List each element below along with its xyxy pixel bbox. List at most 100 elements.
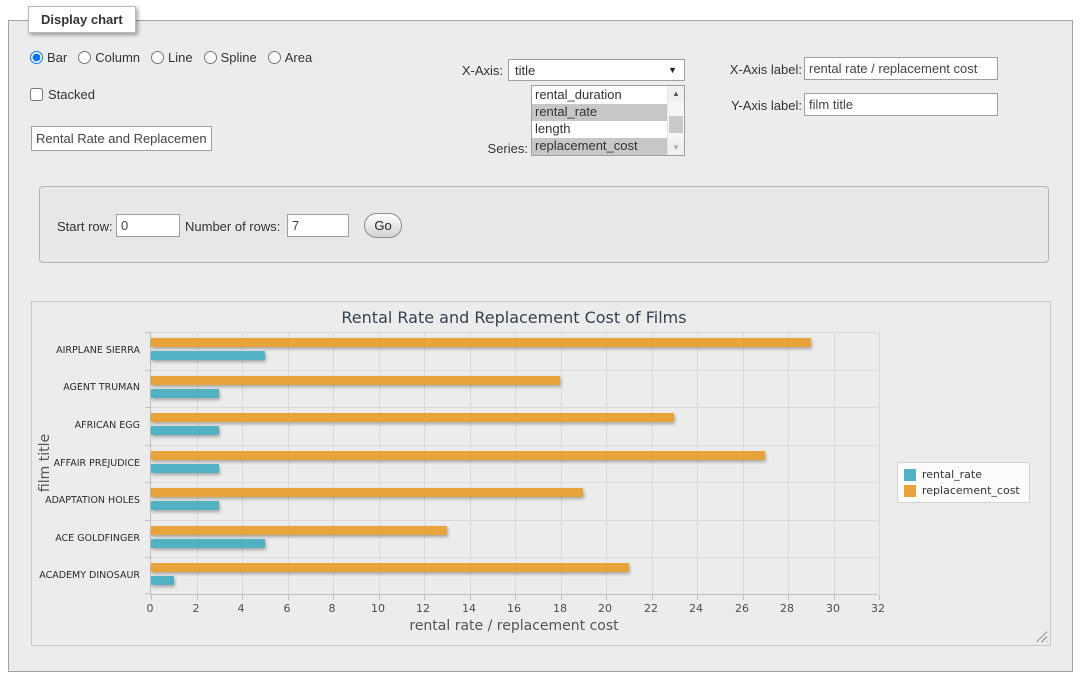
chart-panel: Rental Rate and Replacement Cost of Film…	[31, 301, 1051, 646]
chart-type-radio-column[interactable]	[78, 51, 91, 64]
x-axis-tick	[879, 595, 880, 600]
plot-area	[150, 332, 878, 595]
x-axis-tick	[288, 595, 289, 600]
legend-label: replacement_cost	[922, 484, 1020, 497]
category-label: AIRPLANE SIERRA	[32, 345, 140, 356]
x-axis-selected-value: title	[515, 63, 535, 78]
chart-type-option: Spline	[204, 50, 257, 65]
category-label: ACE GOLDFINGER	[32, 533, 140, 544]
y-axis-tick	[145, 332, 150, 333]
category-label: AGENT TRUMAN	[32, 382, 140, 393]
chart-type-radio-area[interactable]	[268, 51, 281, 64]
gridline	[197, 332, 198, 594]
chart-title: Rental Rate and Replacement Cost of Film…	[150, 308, 878, 327]
gridline	[652, 332, 653, 594]
gridline	[151, 482, 878, 483]
x-tick-label: 16	[499, 602, 529, 615]
x-axis-tick	[652, 595, 653, 600]
scrollbar[interactable]: ▲ ▼	[667, 86, 684, 155]
scrollbar-thumb[interactable]	[669, 116, 683, 133]
y-axis-label-label: Y-Axis label:	[654, 98, 802, 113]
gridline	[242, 332, 243, 594]
start-row-input[interactable]	[116, 214, 180, 237]
stacked-row: Stacked	[30, 87, 95, 102]
y-axis-tick	[145, 593, 150, 594]
rental_rate-bar[interactable]	[151, 539, 265, 548]
legend-item[interactable]: replacement_cost	[904, 484, 1020, 497]
go-button[interactable]: Go	[364, 213, 402, 238]
gridline	[743, 332, 744, 594]
gridline	[288, 332, 289, 594]
x-tick-label: 12	[408, 602, 438, 615]
chart-type-option: Column	[78, 50, 140, 65]
x-axis-tick	[151, 595, 152, 600]
page: Display chart Bar Column Line Spline Area St…	[0, 0, 1081, 681]
replacement_cost-bar[interactable]	[151, 338, 811, 347]
replacement_cost-bar[interactable]	[151, 451, 765, 460]
gridline	[379, 332, 380, 594]
replacement_cost-bar[interactable]	[151, 413, 674, 422]
legend-swatch	[904, 469, 916, 481]
gridline	[834, 332, 835, 594]
x-tick-label: 0	[135, 602, 165, 615]
chart-type-radio-label: Spline	[221, 50, 257, 65]
chart-title-input[interactable]	[31, 126, 212, 151]
replacement_cost-bar[interactable]	[151, 563, 629, 572]
fieldset-legend: Display chart	[28, 6, 136, 33]
rental_rate-bar[interactable]	[151, 501, 219, 510]
category-label: AFFAIR PREJUDICE	[32, 458, 140, 469]
x-axis-tick	[606, 595, 607, 600]
x-axis-label-input[interactable]	[804, 57, 998, 80]
x-tick-label: 8	[317, 602, 347, 615]
x-axis-select-label: X-Axis:	[389, 63, 503, 78]
chart-type-radio-label: Bar	[47, 50, 67, 65]
chart-type-radio-spline[interactable]	[204, 51, 217, 64]
chart-legend: rental_rate replacement_cost	[897, 462, 1030, 503]
gridline	[879, 332, 880, 594]
replacement_cost-bar[interactable]	[151, 526, 447, 535]
x-tick-label: 24	[681, 602, 711, 615]
x-tick-label: 4	[226, 602, 256, 615]
x-tick-label: 32	[863, 602, 893, 615]
series-option-rental_rate[interactable]: rental_rate	[532, 104, 667, 121]
y-axis-tick	[145, 482, 150, 483]
series-option-rental_duration[interactable]: rental_duration	[532, 87, 667, 104]
category-label: ACADEMY DINOSAUR	[32, 570, 140, 581]
y-axis-tick	[145, 445, 150, 446]
replacement_cost-bar[interactable]	[151, 376, 560, 385]
x-tick-label: 28	[772, 602, 802, 615]
series-options: rental_durationrental_ratelengthreplacem…	[532, 86, 667, 155]
rental_rate-bar[interactable]	[151, 351, 265, 360]
scroll-down-icon[interactable]: ▼	[668, 140, 684, 155]
rental_rate-bar[interactable]	[151, 389, 219, 398]
x-axis-tick	[697, 595, 698, 600]
rental_rate-bar[interactable]	[151, 464, 219, 473]
x-tick-label: 26	[727, 602, 757, 615]
x-axis-tick	[788, 595, 789, 600]
resize-handle-icon[interactable]	[1036, 631, 1047, 642]
stacked-checkbox[interactable]	[30, 88, 43, 101]
y-axis-tick	[145, 557, 150, 558]
y-axis-tick	[145, 370, 150, 371]
y-axis-label-input[interactable]	[804, 93, 998, 116]
gridline	[151, 557, 878, 558]
x-axis-tick	[424, 595, 425, 600]
replacement_cost-bar[interactable]	[151, 488, 583, 497]
chart-type-radio-bar[interactable]	[30, 51, 43, 64]
rental_rate-bar[interactable]	[151, 576, 174, 585]
series-option-replacement_cost[interactable]: replacement_cost	[532, 138, 667, 155]
gridline	[151, 407, 878, 408]
series-listbox[interactable]: rental_durationrental_ratelengthreplacem…	[531, 85, 685, 156]
gridline	[697, 332, 698, 594]
rental_rate-bar[interactable]	[151, 426, 219, 435]
x-axis-tick	[197, 595, 198, 600]
chart-type-radio-label: Line	[168, 50, 193, 65]
gridline	[151, 370, 878, 371]
number-of-rows-input[interactable]	[287, 214, 349, 237]
x-tick-label: 22	[636, 602, 666, 615]
y-axis-tick	[145, 407, 150, 408]
legend-item[interactable]: rental_rate	[904, 468, 1020, 481]
series-option-length[interactable]: length	[532, 121, 667, 138]
chart-type-radio-line[interactable]	[151, 51, 164, 64]
chart-type-radio-label: Area	[285, 50, 312, 65]
